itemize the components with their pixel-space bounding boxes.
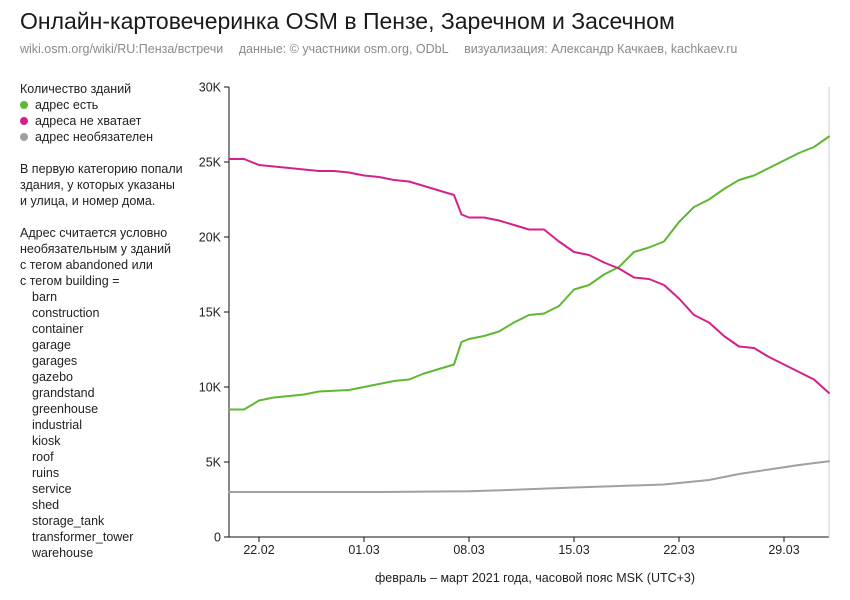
building-tag: greenhouse — [32, 402, 99, 416]
note-line: необязательным у зданий — [20, 242, 172, 256]
x-tick-label: 01.03 — [348, 543, 379, 557]
x-tick-label: 29.03 — [768, 543, 799, 557]
series-line-1 — [228, 158, 830, 394]
note-line: с тегом building = — [20, 274, 120, 288]
x-tick-label: 08.03 — [453, 543, 484, 557]
building-tag: transformer_tower — [32, 530, 134, 544]
y-tick-label: 20K — [199, 231, 222, 245]
x-tick-label: 22.02 — [243, 543, 274, 557]
note-line: и улица, и номер дома. — [20, 194, 156, 208]
x-axis-label: февраль – март 2021 года, часовой пояс M… — [374, 571, 696, 585]
legend-label: адрес есть — [35, 98, 99, 112]
building-tag: gazebo — [32, 370, 74, 384]
legend-item-address-present: адрес есть — [20, 97, 198, 113]
y-tick-label: 30K — [199, 81, 222, 95]
building-tag: container — [32, 322, 84, 336]
note-optional-address: Адрес считается условно необязательным у… — [20, 225, 198, 561]
building-tag: construction — [32, 306, 100, 320]
note-line: здания, у которых указаны — [20, 178, 175, 192]
building-tag: warehouse — [32, 546, 94, 560]
y-tick-label: 0 — [214, 531, 221, 545]
subtitle: wiki.osm.org/wiki/RU:Пенза/встречи данны… — [20, 42, 749, 56]
building-tag: barn — [32, 290, 58, 304]
building-tag: garages — [32, 354, 78, 368]
series-line-0 — [228, 135, 830, 411]
building-tag: industrial — [32, 418, 83, 432]
source-link[interactable]: wiki.osm.org/wiki/RU:Пенза/встречи — [20, 42, 224, 56]
note-line: Адрес считается условно — [20, 226, 168, 240]
page-title: Онлайн-картовечеринка OSM в Пензе, Зареч… — [20, 8, 675, 34]
legend-dot-icon — [20, 101, 28, 109]
sidebar: Количество зданий адрес есть адреса не х… — [20, 81, 198, 561]
legend-item-address-optional: адрес необязателен — [20, 129, 198, 145]
legend-title: Количество зданий — [20, 82, 132, 96]
building-tag-list: barn construction container garage garag… — [20, 289, 198, 561]
y-tick-label: 25K — [199, 156, 222, 170]
legend-label: адреса не хватает — [35, 114, 142, 128]
note-line: В первую категорию попали — [20, 162, 183, 176]
data-credit: данные: © участники osm.org, ODbL — [238, 42, 449, 56]
legend-dot-icon — [20, 133, 28, 141]
building-tag: shed — [32, 498, 60, 512]
building-tag: kiosk — [32, 434, 61, 448]
note-first-category: В первую категорию попали здания, у кото… — [20, 161, 198, 209]
building-tag: garage — [32, 338, 71, 352]
legend-label: адрес необязателен — [35, 130, 154, 144]
series-line-2 — [228, 460, 830, 493]
legend-dot-icon — [20, 117, 28, 125]
building-tag: grandstand — [32, 386, 95, 400]
x-tick-label: 15.03 — [558, 543, 589, 557]
legend-item-address-missing: адреса не хватает — [20, 113, 198, 129]
note-line: с тегом abandoned или — [20, 258, 153, 272]
y-tick-label: 5K — [206, 456, 222, 470]
building-tag: storage_tank — [32, 514, 105, 528]
x-tick-label: 22.03 — [663, 543, 694, 557]
building-tag: service — [32, 482, 72, 496]
y-tick-label: 15K — [199, 306, 222, 320]
viz-credit: визуализация: Александр Качкаев, kachkae… — [464, 42, 738, 56]
building-tag: ruins — [32, 466, 60, 480]
building-tag: roof — [32, 450, 54, 464]
y-tick-label: 10K — [199, 381, 222, 395]
